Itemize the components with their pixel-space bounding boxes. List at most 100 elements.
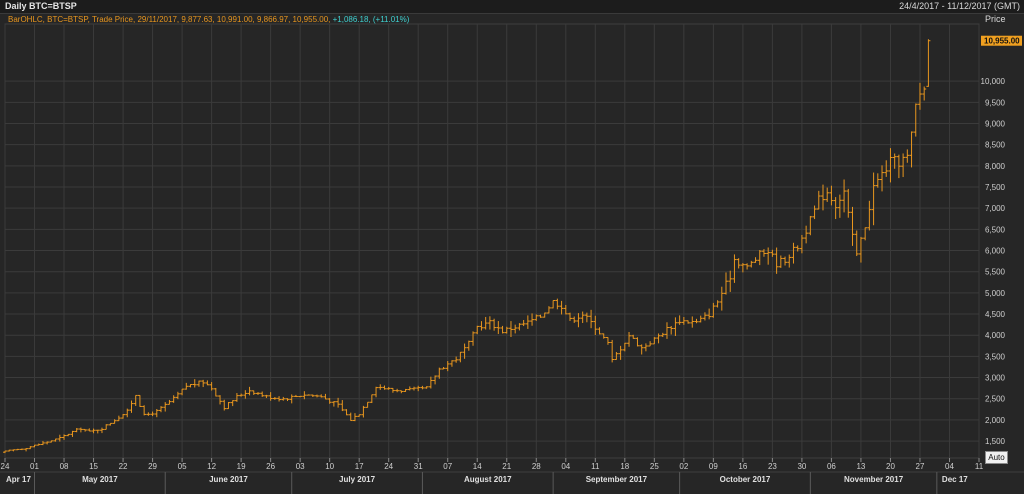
ohlc-bar — [584, 312, 589, 323]
ohlc-bar — [28, 446, 33, 450]
ohlc-bar — [163, 402, 168, 412]
ohlc-bar — [833, 197, 838, 220]
auto-scale-button[interactable]: Auto — [985, 451, 1008, 464]
x-tick-label: 09 — [709, 462, 718, 471]
ohlc-bar — [87, 428, 92, 432]
ohlc-bar — [901, 153, 906, 178]
ohlc-bar — [487, 316, 492, 330]
ohlc-bar — [167, 399, 172, 405]
ohlc-bar — [808, 215, 813, 236]
ohlc-bar — [568, 312, 573, 321]
ohlc-bar — [614, 351, 619, 360]
ohlc-bar — [36, 443, 41, 446]
month-label: Apr 17 — [6, 475, 31, 484]
ohlc-bar — [277, 396, 282, 402]
ohlc-bar — [660, 332, 665, 337]
ohlc-bar — [492, 318, 497, 331]
date-axis: 24 01 08 15 22 29 05 12 19 26 03 10 17 24 31 07 14 21 28 04… — [0, 458, 1024, 494]
ohlc-bar — [196, 380, 201, 387]
ohlc-bar — [597, 327, 602, 335]
y-tick-label: 3,500 — [985, 352, 1006, 361]
ohlc-bar — [437, 367, 442, 379]
ohlc-bar — [74, 427, 79, 433]
ohlc-bar — [226, 401, 231, 410]
ohlc-bar — [892, 153, 897, 169]
x-tick-label: 30 — [797, 462, 806, 471]
ohlc-bar — [858, 236, 863, 263]
ohlc-bar — [222, 399, 227, 411]
ohlc-bar — [352, 413, 357, 422]
series-legend[interactable]: BarOHLC, BTC=BTSP, Trade Price, 29/11/20… — [8, 15, 409, 24]
month-label: June 2017 — [209, 475, 248, 484]
ohlc-bar — [508, 321, 513, 338]
ohlc-bar — [551, 299, 556, 309]
ohlc-bar — [690, 316, 695, 328]
ohlc-bar — [369, 394, 374, 404]
ohlc-bar — [757, 250, 762, 266]
ohlc-bar — [884, 160, 889, 177]
ohlc-bar — [218, 395, 223, 405]
ohlc-bar — [121, 413, 126, 419]
ohlc-bar — [399, 390, 404, 394]
ohlc-bar — [108, 422, 113, 426]
ohlc-bar — [243, 390, 248, 399]
ohlc-bar — [846, 188, 851, 218]
ohlc-bar — [255, 392, 260, 395]
ohlc-bar — [104, 424, 109, 430]
ohlc-bar — [454, 356, 459, 363]
ohlc-bar — [7, 449, 12, 452]
grid-lines — [4, 23, 980, 459]
ohlc-bar — [458, 351, 463, 363]
date-range[interactable]: 24/4/2017 - 11/12/2017 (GMT) — [899, 1, 1020, 11]
x-tick-label: 31 — [414, 462, 423, 471]
ohlc-bar — [298, 395, 303, 398]
ohlc-bar — [812, 205, 817, 220]
ohlc-bar — [382, 385, 387, 390]
ohlc-bar — [441, 367, 446, 370]
y-tick-label: 6,500 — [985, 225, 1006, 234]
price-axis: 1,500 2,000 2,500 3,000 3,500 4,000 4,500 5,000… — [981, 35, 1022, 446]
ohlc-bar — [49, 440, 54, 443]
ohlc-bar — [778, 255, 783, 268]
ohlc-bar — [449, 360, 454, 367]
ohlc-bar — [698, 315, 703, 323]
ohlc-bar — [78, 427, 83, 433]
ohlc-bar — [707, 308, 712, 320]
ohlc-bar — [234, 393, 239, 402]
y-tick-label: 4,000 — [985, 331, 1006, 340]
ohlc-bar — [694, 318, 699, 324]
ohlc-bar — [639, 344, 644, 355]
ohlc-bar — [766, 247, 771, 265]
ohlc-bar — [99, 427, 104, 434]
ohlc-bar — [875, 173, 880, 188]
ohlc-bar — [281, 396, 286, 401]
ohlc-bar — [251, 390, 256, 395]
ohlc-bar — [411, 386, 416, 391]
ohlc-bar — [378, 384, 383, 390]
ohlc-bar — [816, 190, 821, 210]
x-tick-label: 07 — [443, 462, 452, 471]
ohlc-bar — [57, 434, 62, 442]
ohlc-bar — [137, 394, 142, 407]
ohlc-bar — [589, 309, 594, 329]
last-price-tag — [981, 35, 1022, 46]
ohlc-bar — [260, 391, 265, 397]
ohlc-bar — [673, 317, 678, 336]
y-tick-label: 5,000 — [985, 289, 1006, 298]
x-tick-label: 24 — [384, 462, 393, 471]
ohlc-bar — [504, 326, 509, 334]
ohlc-bar — [201, 379, 206, 388]
ohlc-bar — [643, 343, 648, 352]
x-tick-label: 12 — [207, 462, 216, 471]
ohlc-bar — [416, 385, 421, 392]
ohlc-bar — [340, 400, 345, 412]
ohlc-bar — [905, 149, 910, 163]
x-tick-label: 04 — [945, 462, 954, 471]
ohlc-bar — [15, 448, 20, 451]
ohlc-bar — [302, 391, 307, 400]
ohlc-bar — [319, 394, 324, 398]
ohlc-bar — [3, 450, 7, 454]
ohlc-bar — [530, 313, 535, 326]
ohlc-bar — [711, 302, 716, 318]
